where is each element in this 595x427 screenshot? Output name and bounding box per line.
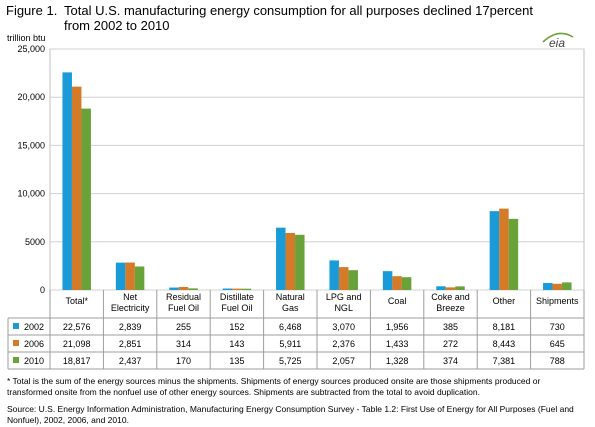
x-tick-label: Other xyxy=(493,296,516,306)
bar-2010 xyxy=(401,277,412,290)
y-tick-label: 5000 xyxy=(25,237,45,247)
footnote: * Total is the sum of the energy sources… xyxy=(7,376,541,397)
data-label: 314 xyxy=(176,339,191,349)
y-axis-unit-label: trillion btu xyxy=(7,33,46,43)
legend-swatch-2006 xyxy=(13,340,19,346)
bar-2002 xyxy=(543,282,553,290)
legend-label: 2010 xyxy=(24,356,44,366)
data-label: 2,376 xyxy=(332,339,355,349)
data-label: 1,328 xyxy=(386,356,409,366)
bar-2006 xyxy=(232,288,242,290)
figure-number: Figure 1. xyxy=(6,3,58,18)
data-label: 7,381 xyxy=(493,356,516,366)
bar-chart: 0 5000 10,000 15,000 20,000 25,000 Total* NetEl… xyxy=(7,44,585,370)
data-label: 170 xyxy=(176,356,191,366)
data-label: 135 xyxy=(229,356,244,366)
x-tick-label: Distillate xyxy=(220,292,254,302)
bar-2002 xyxy=(489,211,500,290)
data-label: 8,443 xyxy=(493,339,516,349)
data-label: 385 xyxy=(443,322,458,332)
x-tick-label: Breeze xyxy=(436,303,465,313)
bar-2010 xyxy=(455,286,465,290)
bar-2006 xyxy=(338,267,349,290)
bar-2010 xyxy=(188,288,198,290)
bar-2002 xyxy=(222,288,233,290)
y-tick-label: 0 xyxy=(40,285,45,295)
bar-2010 xyxy=(134,266,145,290)
bar-2006 xyxy=(499,208,509,290)
x-tick-label: Fuel Oil xyxy=(168,303,199,313)
source-note: Source: U.S. Energy Information Administ… xyxy=(7,404,574,425)
bar-2010 xyxy=(348,270,358,290)
x-tick-label: NGL xyxy=(334,303,353,313)
y-tick-label: 15,000 xyxy=(17,140,45,150)
data-label: 143 xyxy=(229,339,244,349)
data-label: 730 xyxy=(550,322,565,332)
bar-2010 xyxy=(295,234,305,290)
bar-2002 xyxy=(276,227,286,290)
x-tick-label: Fuel Oil xyxy=(221,303,252,313)
data-label: 374 xyxy=(443,356,458,366)
bar-2002 xyxy=(62,72,72,290)
data-label: 5,911 xyxy=(279,339,301,349)
eia-logo: eia xyxy=(542,32,574,50)
data-label: 8,181 xyxy=(493,322,516,332)
legend-swatch-2010 xyxy=(13,357,19,363)
bar-2006 xyxy=(125,262,135,290)
x-tick-label: Electricity xyxy=(111,303,150,313)
data-label: 2,437 xyxy=(119,356,142,366)
bar-2010 xyxy=(81,108,91,290)
data-label: 645 xyxy=(550,339,565,349)
bar-2010 xyxy=(508,218,519,290)
data-label: 22,576 xyxy=(63,322,91,332)
y-tick-label: 20,000 xyxy=(17,92,45,102)
bar-2002 xyxy=(169,287,179,290)
x-tick-label: Gas xyxy=(282,303,299,313)
x-tick-label: Net xyxy=(123,292,138,302)
bar-2006 xyxy=(285,233,296,290)
data-label: 2,057 xyxy=(332,356,355,366)
data-label: 21,098 xyxy=(63,339,91,349)
data-label: 3,070 xyxy=(332,322,355,332)
bar-2006 xyxy=(71,86,82,290)
data-label: 2,851 xyxy=(119,339,142,349)
title-line-1: Total U.S. manufacturing energy consumpt… xyxy=(64,3,533,18)
data-label: 18,817 xyxy=(63,356,91,366)
chart-title: Figure 1. Total U.S. manufacturing energy… xyxy=(6,3,533,33)
data-label: 152 xyxy=(229,322,244,332)
x-tick-label: Natural xyxy=(276,292,305,302)
bar-2010 xyxy=(241,288,252,290)
x-tick-label: Total* xyxy=(65,296,88,306)
x-tick-label: Shipments xyxy=(536,296,579,306)
x-tick-label: Coal xyxy=(388,296,407,306)
bar-2006 xyxy=(178,286,189,290)
y-tick-label: 10,000 xyxy=(17,189,45,199)
legend-swatch-2002 xyxy=(13,323,19,329)
legend-label: 2002 xyxy=(24,322,44,332)
legend-label: 2006 xyxy=(24,339,44,349)
data-label: 2,839 xyxy=(119,322,142,332)
title-line-2: from 2002 to 2010 xyxy=(64,18,170,33)
data-label: 788 xyxy=(550,356,565,366)
svg-text:eia: eia xyxy=(549,36,565,50)
x-tick-label: LPG and xyxy=(326,292,362,302)
x-tick-label: Residual xyxy=(166,292,201,302)
y-tick-label: 25,000 xyxy=(17,44,45,54)
bar-2010 xyxy=(562,282,572,290)
bar-2002 xyxy=(436,286,446,290)
bar-2002 xyxy=(382,271,393,290)
data-label: 272 xyxy=(443,339,458,349)
bar-2006 xyxy=(552,283,563,290)
bar-2002 xyxy=(115,262,126,290)
bar-2006 xyxy=(445,287,456,290)
data-label: 1,956 xyxy=(386,322,409,332)
data-label: 1,433 xyxy=(386,339,409,349)
data-label: 6,468 xyxy=(279,322,302,332)
bar-2002 xyxy=(329,260,339,290)
bar-2006 xyxy=(392,276,402,290)
x-tick-label: Coke and xyxy=(431,292,470,302)
data-label: 5,725 xyxy=(279,356,302,366)
data-label: 255 xyxy=(176,322,191,332)
